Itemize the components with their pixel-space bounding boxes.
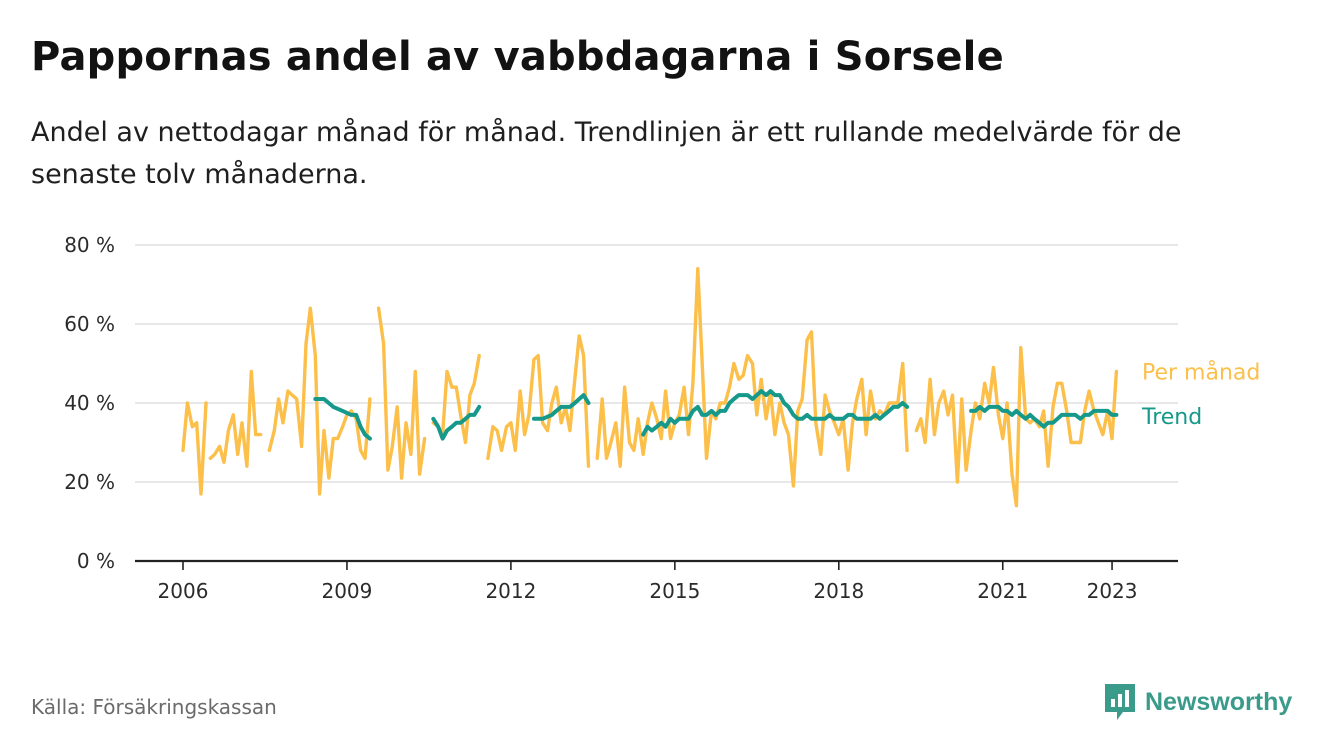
trend-line-segment: [969, 404, 1119, 429]
trend-line-segment: [531, 393, 591, 421]
brand-name: Newsworthy: [1145, 687, 1293, 716]
monthly-line-segment: [914, 346, 1119, 508]
trend-line-segment: [313, 397, 372, 441]
monthly-line-segment: [595, 267, 909, 488]
y-tick-label: 40 %: [64, 391, 115, 415]
monthly-line-segment: [486, 334, 591, 468]
monthly-line-segment: [208, 369, 263, 468]
x-tick-label: 2009: [321, 579, 372, 603]
y-tick-label: 20 %: [64, 470, 115, 494]
y-tick-label: 80 %: [64, 233, 115, 257]
y-axis-ticks: 0 % 20 % 40 % 60 % 80 %: [64, 233, 115, 573]
x-tick-label: 2012: [485, 579, 536, 603]
x-tick-label: 2023: [1087, 579, 1138, 603]
y-tick-label: 60 %: [64, 312, 115, 336]
x-tick-label: 2006: [158, 579, 209, 603]
legend-label-monthly: Per månad: [1142, 359, 1260, 385]
x-axis-ticks: 2006 2009 2012 2015 2018 2021 2023: [135, 559, 1178, 603]
legend: Per månad Trend: [1141, 359, 1260, 429]
newsworthy-logo-icon: [1105, 684, 1135, 720]
x-tick-label: 2018: [813, 579, 864, 603]
legend-label-trend: Trend: [1141, 405, 1202, 430]
x-tick-label: 2021: [977, 579, 1028, 603]
series-lines: [181, 267, 1119, 508]
monthly-line-segment: [267, 306, 372, 496]
brand-logo[interactable]: Newsworthy: [1103, 682, 1292, 722]
y-tick-label: 0 %: [77, 549, 115, 573]
chart-subtitle: Andel av nettodagar månad för månad. Tre…: [31, 117, 1182, 190]
monthly-line-segment: [376, 306, 427, 480]
chart-title: Pappornas andel av vabbdagarna i Sorsele: [31, 34, 1004, 80]
source-note: Källa: Försäkringskassan: [31, 695, 277, 719]
trend-line-segment: [431, 404, 482, 441]
series-monthly: [181, 267, 1119, 508]
trend-line-segment: [641, 389, 910, 437]
series-trend: [313, 389, 1119, 441]
monthly-line-segment: [181, 401, 208, 496]
x-tick-label: 2015: [649, 579, 700, 603]
